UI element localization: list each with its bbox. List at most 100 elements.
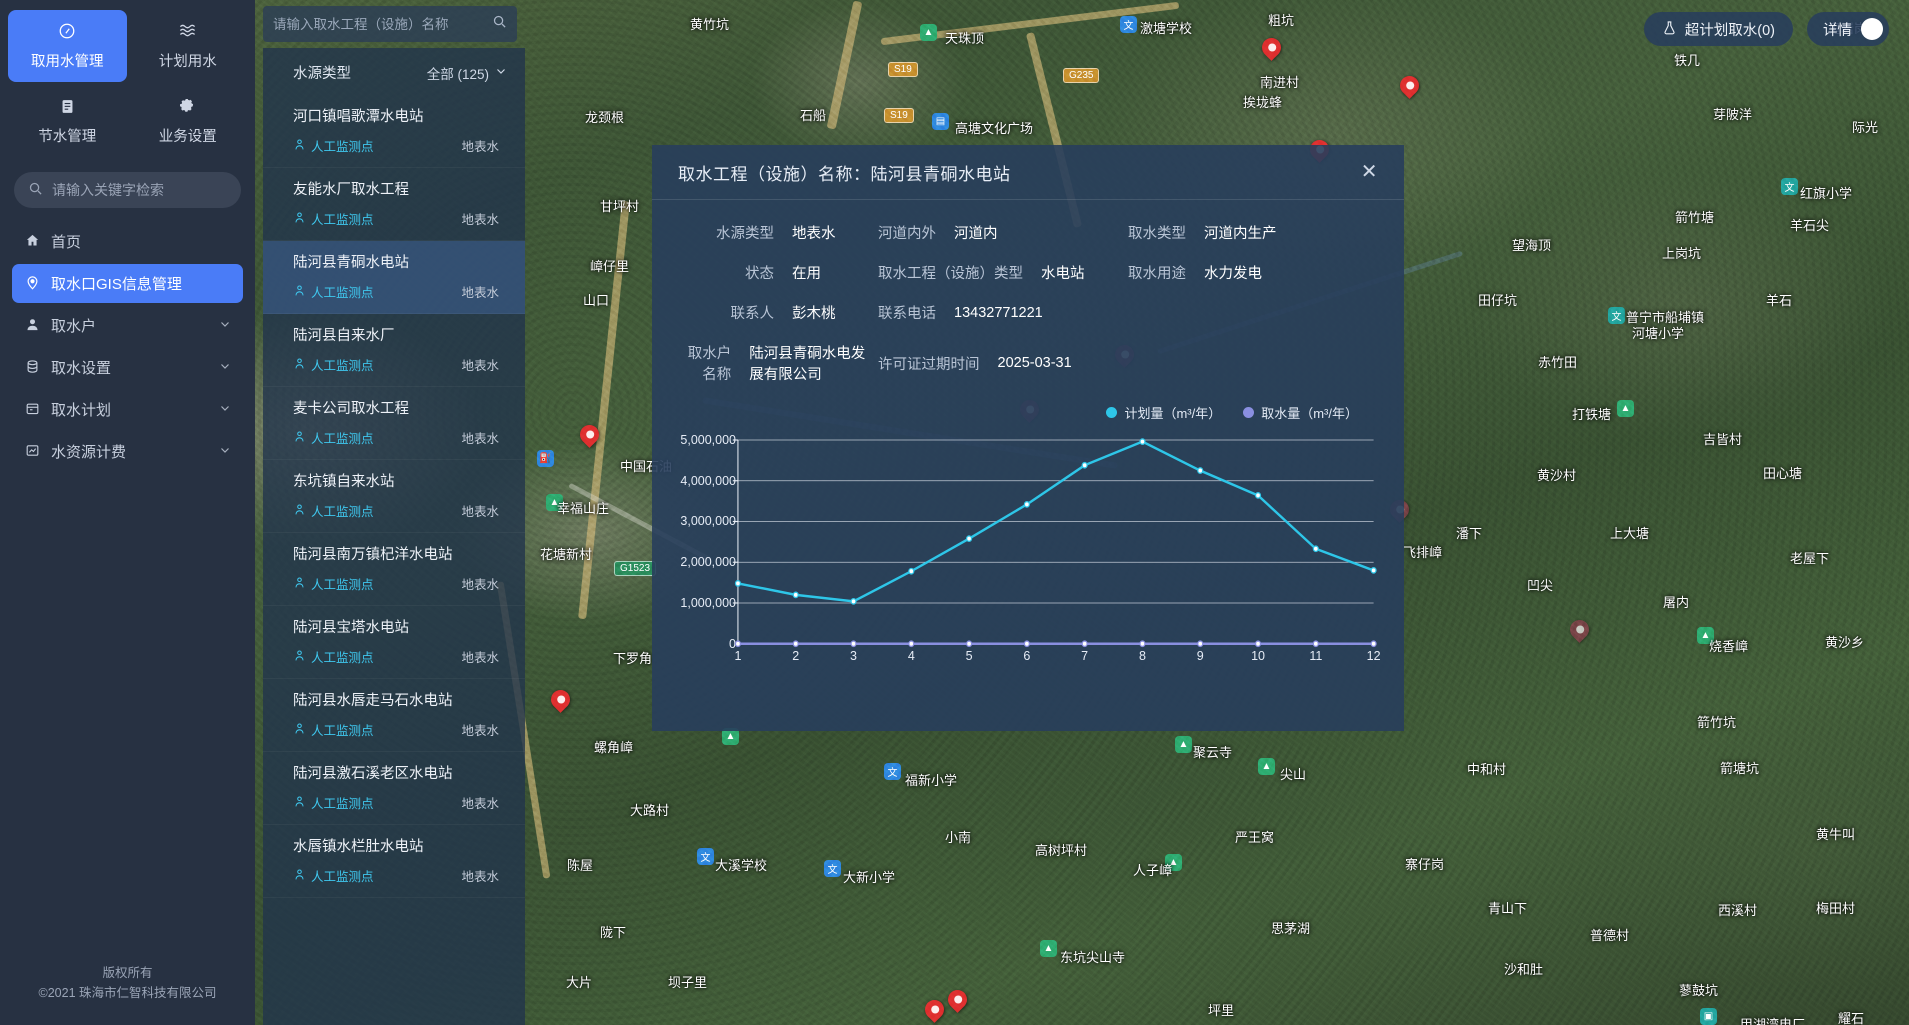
legend-item[interactable]: 取水量（m³/年） [1243,403,1358,422]
sidebar-item-2[interactable]: 取水口GIS信息管理 [12,264,243,303]
chart-x-tick: 1 [734,649,742,664]
facility-list-item[interactable]: 友能水厂取水工程人工监测点 地表水 [263,168,525,241]
module-3[interactable]: 节水管理 [8,86,127,158]
chart-y-tick: 5,000,000 [680,433,736,447]
chevron-down-icon[interactable] [219,360,231,375]
facility-monitor-type: 人工监测点 [293,647,374,666]
facility-meta: 人工监测点 地表水 [293,282,503,301]
sidebar-item-4[interactable]: 取水设置 [12,348,243,387]
map-pin[interactable] [576,421,603,448]
over-plan-button[interactable]: 超计划取水(0) [1643,12,1793,46]
chart-y-tick: 3,000,000 [680,514,736,529]
map-label: 甘坪村 [600,199,640,214]
map-pin[interactable] [1258,34,1285,61]
map-label: 蓼鼓坑 [1679,983,1719,998]
map-pin[interactable] [944,986,971,1013]
facility-list-item[interactable]: 陆河县青硐水电站 人工监测点 地表水 [263,241,525,314]
detail-toggle[interactable]: 详情 [1807,12,1889,46]
facility-monitor-label: 人工监测点 [311,213,374,227]
modal-field: 水源类型 地表水 [678,222,878,243]
map-label: 青山下 [1488,901,1528,916]
facility-list-item[interactable]: 麦卡公司取水工程 人工监测点 地表水 [263,387,525,460]
temple-icon: ▲ [1175,736,1192,753]
chart-legend[interactable]: 计划量（m³/年） 取水量（m³/年） [1106,403,1358,422]
facility-list-item[interactable]: 陆河县水唇走马石水电站 人工监测点 地表水 [263,679,525,752]
facility-list-item[interactable]: 陆河县自来水厂 人工监测点 地表水 [263,314,525,387]
facility-meta: 人工监测点 地表水 [293,355,503,374]
module-2[interactable]: 计划用水 [129,10,248,82]
facility-search-box[interactable] [263,6,517,42]
sidebar-search-input[interactable] [52,182,227,198]
modal-field-value: 地表水 [792,226,836,242]
legend-item[interactable]: 计划量（m³/年） [1106,403,1221,422]
home-icon [24,233,40,251]
close-icon[interactable]: ✕ [1360,161,1378,183]
map-label: 羊石 [1766,293,1793,308]
sidebar-item-6[interactable]: 水资源计费 [12,432,243,471]
map-label: 飞排嶂 [1403,545,1443,560]
map-label: 大溪学校 [715,858,768,873]
facility-name: 友能水厂取水工程 [293,182,409,198]
map-label: 大路村 [630,803,670,818]
chart-svg [732,438,1377,648]
map-label: 花塘新村 [540,547,593,562]
map-label: 螺角嶂 [594,740,634,755]
search-icon[interactable] [492,14,507,34]
facility-list[interactable]: 河口镇唱歌潭水电站 人工监测点 地表水 友能水厂取水工程 人工监测点 地表水 陆河县青硐水电… [263,95,525,898]
monitor-person-icon [293,284,306,300]
map-pin[interactable] [921,996,948,1023]
chart-y-tick: 1,000,000 [680,595,736,610]
toggle-knob[interactable] [1861,18,1883,40]
chevron-down-icon[interactable] [219,402,231,417]
facility-name: 陆河县宝塔水电站 [293,620,409,636]
chevron-down-icon[interactable] [219,318,231,333]
facility-monitor-type: 人工监测点 [293,136,374,155]
source-type-filter[interactable]: 水源类型 全部 (125) [263,48,525,95]
map-label: 下罗角 [613,651,653,666]
facility-list-item[interactable]: 陆河县激石溪老区水电站 人工监测点 地表水 [263,752,525,825]
facility-search-input[interactable] [273,16,486,32]
map-label: 老屋下 [1790,551,1830,566]
user-icon [24,317,40,335]
facility-list-item[interactable]: 河口镇唱歌潭水电站 人工监测点 地表水 [263,95,525,168]
facility-monitor-type: 人工监测点 [293,209,374,228]
sidebar-search-wrap [0,158,255,216]
park-icon: ▲ [546,494,563,511]
park-icon: ▲ [1617,400,1634,417]
facility-list-item[interactable]: 陆河县宝塔水电站 人工监测点 地表水 [263,606,525,679]
module-label: 节水管理 [38,129,97,145]
map-pin[interactable] [1566,616,1593,643]
map-pin[interactable] [1396,72,1423,99]
map-label: 寨仔岗 [1405,857,1445,872]
sidebar-item-1[interactable]: 首页 [12,222,243,261]
sidebar-item-5[interactable]: 取水计划 [12,390,243,429]
monitor-person-icon [293,430,306,446]
facility-list-body[interactable]: 水源类型 全部 (125) 河口镇唱歌潭水电站 人工监测点 地表水 友能水厂取水工程人… [263,48,525,1025]
facility-list-item[interactable]: 水唇镇水栏肚水电站 人工监测点 地表水 [263,825,525,898]
monitor-person-icon [293,357,306,373]
school-icon: 文 [824,860,841,877]
chart-x-tick: 10 [1251,649,1265,664]
temple-icon: ▲ [1040,940,1057,957]
sidebar-item-3[interactable]: 取水户 [12,306,243,345]
facility-list-item[interactable]: 东坑镇自来水站 人工监测点 地表水 [263,460,525,533]
map-label: 甲湖湾电厂 [1740,1017,1806,1025]
source-type-filter-value-wrap[interactable]: 全部 (125) [427,63,507,83]
facility-meta: 人工监测点 地表水 [293,793,503,812]
map-label: 吉皆村 [1703,432,1743,447]
chevron-down-icon[interactable] [495,65,507,80]
chart-x-tick: 4 [907,649,915,664]
sidebar-search-box[interactable] [14,172,241,208]
map-label: 小南 [945,830,972,845]
module-1[interactable]: 取用水管理 [8,10,127,82]
map-pin[interactable] [547,686,574,713]
park-icon: ▲ [1258,758,1275,775]
chevron-down-icon[interactable] [219,444,231,459]
facility-meta: 人工监测点 地表水 [293,209,503,228]
module-4[interactable]: 业务设置 [129,86,248,158]
location-pin-icon [24,275,40,293]
facility-list-item[interactable]: 陆河县南万镇杞洋水电站 人工监测点 地表水 [263,533,525,606]
map-label: 屠内 [1663,595,1690,610]
chart-icon [24,443,40,461]
map-label: 箭竹坑 [1697,715,1737,730]
